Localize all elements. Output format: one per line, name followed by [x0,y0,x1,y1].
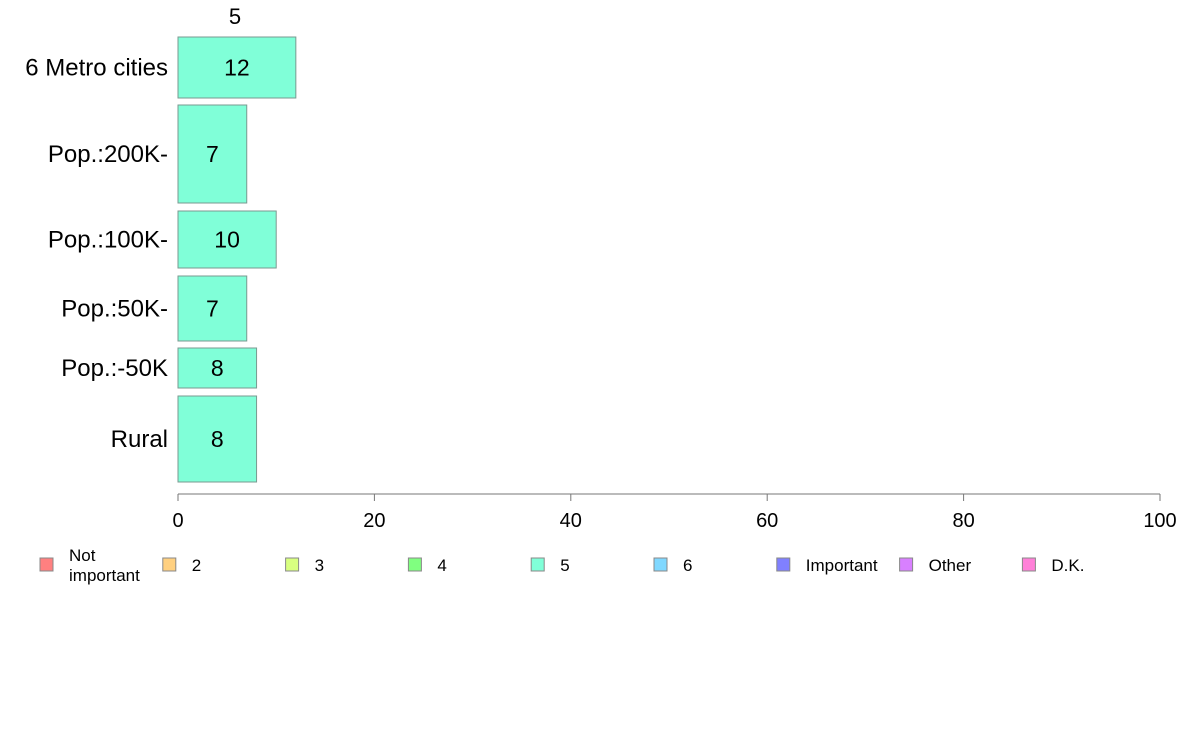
legend-label-line: 3 [315,556,324,575]
legend-label-other: Other [929,556,972,575]
legend-swatch-3 [285,557,300,572]
data-label-pop-50k: 8 [211,355,224,381]
legend-label-line: Other [929,556,972,575]
legend-swatch-2 [162,557,177,572]
x-tick-label-40: 40 [560,510,582,532]
bar-rural-series-5 [177,395,258,483]
category-labels: 6 Metro cities Pop.:200K- Pop.:100K- Pop.:5… [25,55,168,454]
x-tick-label-100: 100 [1143,510,1176,532]
data-label-pop-50k: 7 [206,296,219,322]
category-label-pop-50k: Pop.:50K- [61,296,168,323]
category-label-pop-200k: Pop.:200K- [48,141,168,168]
x-tick-label-80: 80 [952,510,974,532]
legend-label-5: 5 [560,556,569,575]
legend: Not important 2 3 4 5 6 Important Other D.K. [39,546,1084,585]
legend-label-line: D.K. [1051,556,1084,575]
legend-label-line: Important [806,556,878,575]
legend-label-line: Not [69,546,96,565]
x-tick-label-0: 0 [172,510,183,532]
category-label-pop-100k: Pop.:100K- [48,227,168,254]
legend-label-important: Important [806,556,878,575]
legend-label-4: 4 [437,556,446,575]
bar-pop-50k-series-5 [177,275,248,342]
legend-label-not-important: Not important [69,546,140,585]
legend-swatch-4 [407,557,422,572]
legend-label-d-k: D.K. [1051,556,1084,575]
category-label-rural: Rural [111,426,168,453]
legend-label-line: 2 [192,556,201,575]
legend-swatch-other [899,557,914,572]
legend-swatch-important [776,557,791,572]
legend-label-line: 6 [683,556,692,575]
legend-swatch-6 [653,557,668,572]
data-label-pop-100k: 10 [214,227,240,253]
legend-swatch-not-important [39,557,54,572]
x-tick-label-60: 60 [756,510,778,532]
data-label-pop-200k: 7 [206,141,219,167]
x-tick-label-20: 20 [363,510,385,532]
legend-label-line: 4 [437,556,446,575]
chart-title: 5 [229,4,241,29]
category-label-6-metro-cities: 6 Metro cities [25,55,168,82]
data-label-rural: 8 [211,426,224,452]
legend-swatch-5 [530,557,545,572]
legend-swatch-d-k [1021,557,1036,572]
bar-pop-100k-series-5 [177,210,277,269]
legend-label-line: important [69,566,140,585]
legend-label-3: 3 [315,556,324,575]
category-label-pop-50k: Pop.:-50K [61,355,168,382]
bar-6-metro-cities-series-5 [177,36,297,99]
legend-label-2: 2 [192,556,201,575]
bar-pop-50k-series-5 [177,347,258,389]
data-label-6-metro-cities: 12 [224,55,250,81]
legend-label-6: 6 [683,556,692,575]
legend-label-line: 5 [560,556,569,575]
x-axis: 0 20 40 60 80 100 [172,493,1177,532]
bars-layer: 12 7 10 7 8 8 [177,36,297,483]
bar-pop-200k-series-5 [177,104,248,204]
